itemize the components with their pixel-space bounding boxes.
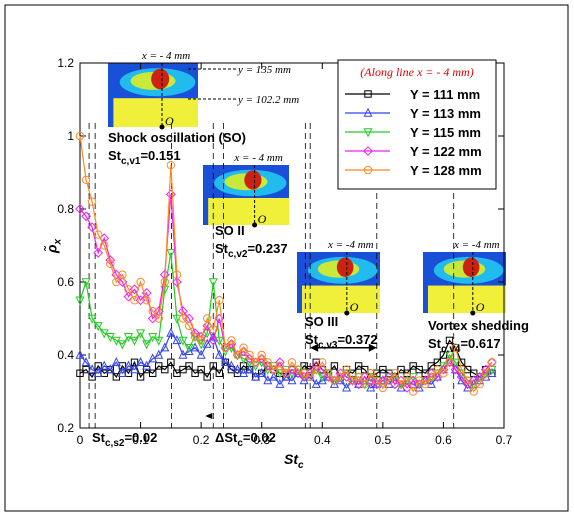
annotation-sub: c,v4	[441, 344, 461, 355]
inset-label: O	[350, 300, 359, 314]
inset-flow	[244, 170, 261, 189]
inset-label: y = 135 mm	[237, 64, 291, 76]
x-axis-label-sub: c	[298, 460, 304, 471]
y-tick-label: 0.6	[57, 275, 74, 289]
y-axis-label: ρ̃x	[43, 239, 64, 254]
annotation-rest: =0.237	[247, 241, 287, 256]
inset-block	[302, 286, 380, 313]
legend-label: Y = 115 mm	[410, 125, 481, 140]
annotation-rest: =0.02	[243, 430, 276, 445]
inset-flow	[463, 257, 480, 277]
annotation-sub: c,v3	[318, 340, 338, 351]
annotation-sub: c,s2	[105, 438, 125, 449]
legend-label: Y = 128 mm	[410, 163, 482, 178]
annotation: Stc,v1=0.151	[108, 148, 181, 167]
inset-block	[208, 198, 289, 225]
inset-label: x = -4 mm	[327, 239, 374, 251]
chart: x = - 4 mm y = 135 mm y = 102.2 mm Ox = - 4…	[0, 0, 574, 517]
annotation-base: St	[108, 148, 122, 163]
legend-label: Y = 122 mm	[410, 144, 482, 159]
inset-origin	[344, 311, 349, 316]
inset-flow	[337, 257, 354, 277]
inset-origin	[252, 223, 257, 228]
inset-label: O	[476, 300, 485, 314]
inset-origin	[470, 311, 475, 316]
y-tick-label: 1.2	[57, 56, 74, 70]
inset-label: y = 102.2 mm	[237, 94, 299, 106]
annotation-base: St	[215, 241, 229, 256]
y-tick-label: 0.2	[57, 421, 74, 435]
annotation: SO III	[305, 314, 338, 329]
inset-label: x = - 4 mm	[233, 152, 282, 164]
annotation: Stc,v4=0.617	[428, 336, 501, 355]
annotation-base: St	[428, 336, 442, 351]
inset-flow	[151, 69, 169, 89]
annotation-base: St	[92, 430, 106, 445]
annotation-sub: c,v1	[121, 156, 141, 167]
x-tick-label: 0.2	[193, 433, 210, 447]
x-axis-label: Stc	[284, 451, 304, 471]
y-axis-label-sub: x	[53, 239, 64, 246]
annotation: SO II	[215, 223, 245, 238]
annotation: Vortex shedding	[428, 318, 529, 333]
annotation-sub: c,v2	[228, 249, 248, 260]
annotation-rest: =0.617	[460, 336, 500, 351]
inset-block	[428, 286, 506, 313]
inset-block	[113, 98, 198, 127]
x-tick-label: 0.5	[375, 433, 392, 447]
legend-label: Y = 111 mm	[410, 87, 480, 102]
y-tick-label: 1	[67, 129, 74, 143]
inset-label: O	[165, 114, 174, 128]
y-tick-label: 0.4	[57, 348, 74, 362]
x-tick-label: 0.6	[435, 433, 452, 447]
annotation: Stc,v2=0.237	[215, 241, 288, 260]
inset-label: x = - 4 mm	[141, 50, 190, 62]
x-tick-label: 0	[77, 433, 84, 447]
inset-label: O	[258, 212, 267, 226]
y-tick-label: 0.8	[57, 202, 74, 216]
annotation-base: St	[305, 332, 319, 347]
x-tick-label: 0.4	[314, 433, 331, 447]
inset-label: x = -4 mm	[453, 239, 500, 251]
annotation-rest: =0.02	[124, 430, 157, 445]
inset-origin	[160, 125, 165, 130]
annotation-base: ΔSt	[215, 430, 238, 445]
arrow-head	[205, 413, 212, 419]
legend-title: (Along line x = - 4 mm)	[360, 65, 473, 79]
x-tick-label: 0.7	[496, 433, 513, 447]
annotation-rest: =0.372	[337, 332, 377, 347]
annotation: Shock oscillation (SO)	[108, 130, 246, 145]
legend-label: Y = 113 mm	[410, 106, 481, 121]
annotation-rest: =0.151	[140, 148, 180, 163]
